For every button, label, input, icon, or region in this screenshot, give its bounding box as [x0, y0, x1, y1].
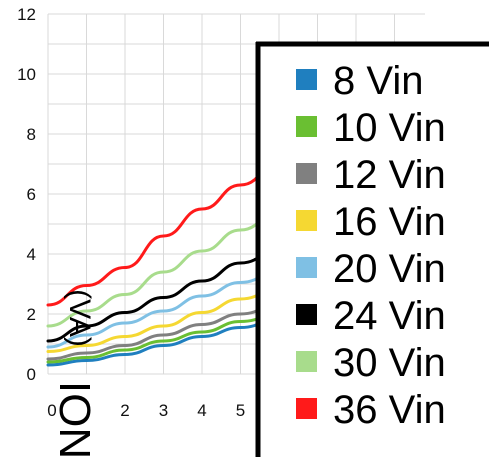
y-axis-ticks: 0 2 4 6 8 10 12: [17, 5, 36, 384]
legend-label: 36 Vin: [333, 388, 446, 432]
legend-swatch: [296, 398, 317, 419]
y-tick-label: 12: [17, 5, 36, 24]
legend-label: 30 Vin: [333, 341, 446, 385]
y-axis-label-fragment: (VA): [63, 289, 96, 347]
legend-background: [258, 44, 489, 457]
x-tick-label: 4: [197, 401, 206, 420]
legend-swatch: [296, 210, 317, 231]
series-line: [46, 242, 289, 343]
x-tick-label: 5: [236, 401, 245, 420]
series-lines: [46, 152, 289, 367]
legend-swatch: [296, 69, 317, 90]
x-tick-label: 0: [47, 401, 56, 420]
y-tick-label: 10: [17, 65, 36, 84]
legend-label: 16 Vin: [333, 200, 446, 244]
legend-swatch: [296, 257, 317, 278]
series-line: [46, 299, 289, 361]
series-line: [46, 282, 289, 353]
series-line: [46, 314, 289, 367]
y-tick-label: 2: [27, 305, 36, 324]
legend-swatch: [296, 116, 317, 137]
x-axis-label-fragment: ION: [50, 381, 99, 457]
x-tick-label: 2: [120, 401, 129, 420]
y-tick-label: 0: [27, 365, 36, 384]
y-tick-label: 6: [27, 185, 36, 204]
legend-swatch: [296, 163, 317, 184]
series-line: [46, 309, 289, 364]
legend-label: 10 Vin: [333, 106, 446, 150]
series-line: [46, 264, 289, 349]
x-tick-label: 3: [159, 401, 168, 420]
series-line: [46, 152, 289, 307]
y-tick-label: 4: [27, 245, 36, 264]
series-line: [46, 201, 289, 328]
legend-swatch: [296, 304, 317, 325]
legend-label: 8 Vin: [333, 59, 423, 103]
legend-swatch: [296, 351, 317, 372]
legend-label: 20 Vin: [333, 247, 446, 291]
legend-label: 12 Vin: [333, 153, 446, 197]
y-tick-label: 8: [27, 125, 36, 144]
legend-label: 24 Vin: [333, 294, 446, 338]
